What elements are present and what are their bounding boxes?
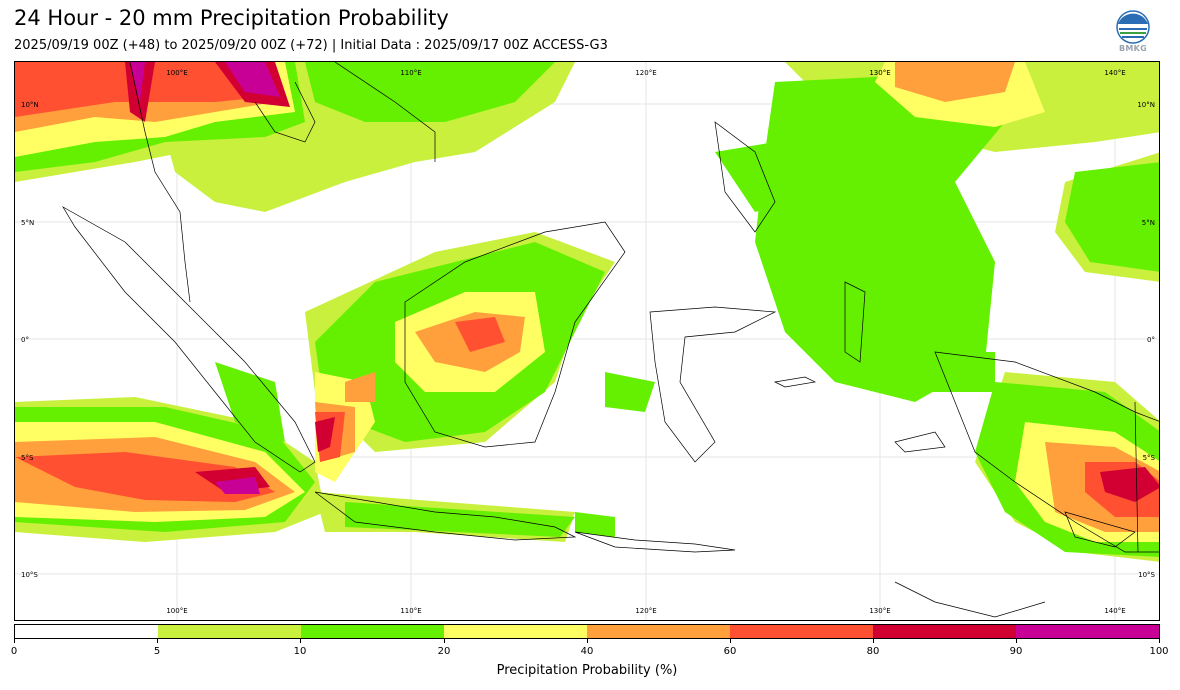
colorbar-tickmark <box>730 639 731 643</box>
lon-label: 110°E <box>400 607 421 615</box>
lat-labels-left: 10°N 5°N 0° 5°S 10°S <box>21 101 39 579</box>
map-canvas: 100°E 110°E 120°E 130°E 140°E 100°E 110°… <box>15 62 1159 620</box>
logo-text: BMKG <box>1118 44 1148 53</box>
colorbar-tickmark <box>1159 639 1160 643</box>
lon-label: 110°E <box>400 69 421 77</box>
colorbar-tick-label: 20 <box>437 646 451 657</box>
lon-label: 100°E <box>166 69 187 77</box>
lon-labels-top: 100°E 110°E 120°E 130°E 140°E <box>166 69 1125 77</box>
colorbar-tickmark <box>1016 639 1017 643</box>
colorbar-segment <box>1016 625 1159 638</box>
colorbar-tickmark <box>444 639 445 643</box>
lat-labels-right: 10°N 5°N 0° 5°S 10°S <box>1137 101 1155 579</box>
lat-label: 5°S <box>21 454 34 462</box>
colorbar-tick-label: 5 <box>153 646 161 657</box>
lat-label: 10°N <box>21 101 39 109</box>
colorbar-tick-label: 10 <box>293 646 307 657</box>
colorbar-tick-label: 40 <box>580 646 594 657</box>
colorbar-tick-label: 100 <box>1149 646 1169 657</box>
map-subtitle: 2025/09/19 00Z (+48) to 2025/09/20 00Z (… <box>14 38 608 53</box>
colorbar-tick-label: 80 <box>866 646 880 657</box>
colorbar-segment <box>301 625 444 638</box>
lat-label: 10°S <box>21 571 38 579</box>
colorbar-segment <box>730 625 873 638</box>
colorbar-tickmark <box>157 639 158 643</box>
map-title: 24 Hour - 20 mm Precipitation Probabilit… <box>14 6 449 30</box>
lon-label: 140°E <box>1104 607 1125 615</box>
colorbar-tickmark <box>873 639 874 643</box>
lat-label: 5°N <box>21 219 34 227</box>
colorbar-tickmark <box>300 639 301 643</box>
colorbar-tick-label: 90 <box>1009 646 1023 657</box>
lat-label: 0° <box>21 336 29 344</box>
lon-label: 140°E <box>1104 69 1125 77</box>
lon-label: 120°E <box>635 607 656 615</box>
colorbar-tickmark <box>14 639 15 643</box>
lat-label: 5°N <box>1142 219 1155 227</box>
lat-label: 10°N <box>1137 101 1155 109</box>
lon-labels-bottom: 100°E 110°E 120°E 130°E 140°E <box>166 607 1125 615</box>
colorbar <box>14 624 1160 639</box>
colorbar-label: Precipitation Probability (%) <box>496 663 678 678</box>
lon-label: 120°E <box>635 69 656 77</box>
lon-label: 100°E <box>166 607 187 615</box>
coastlines <box>62 62 1159 618</box>
colorbar-segment <box>15 625 158 638</box>
precip-fields <box>15 62 1159 562</box>
colorbar-segment <box>158 625 301 638</box>
lat-label: 10°S <box>1138 571 1155 579</box>
lon-label: 130°E <box>869 69 890 77</box>
precipitation-map: 100°E 110°E 120°E 130°E 140°E 100°E 110°… <box>14 61 1160 621</box>
colorbar-segment <box>587 625 730 638</box>
colorbar-segment <box>444 625 587 638</box>
bmkg-logo-icon <box>1114 10 1152 56</box>
colorbar-segment <box>873 625 1016 638</box>
colorbar-tickmark <box>587 639 588 643</box>
lat-label: 5°S <box>1143 454 1156 462</box>
colorbar-tick-label: 0 <box>10 646 18 657</box>
lat-label: 0° <box>1147 336 1155 344</box>
colorbar-tick-label: 60 <box>723 646 737 657</box>
lon-label: 130°E <box>869 607 890 615</box>
